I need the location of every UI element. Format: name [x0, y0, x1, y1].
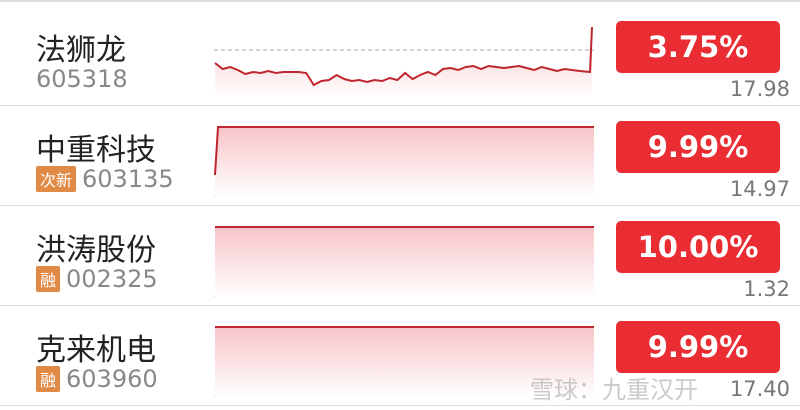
sparkline: [214, 26, 594, 97]
sparkline-area: [215, 27, 592, 97]
sparkline: [214, 226, 594, 297]
watermark: 雪球：九重汉开: [530, 376, 698, 404]
stock-price: 1.32: [743, 277, 790, 301]
stock-code: 002325: [66, 265, 158, 293]
stock-name: 法狮龙: [36, 33, 126, 68]
change-badge[interactable]: 3.75%: [616, 21, 780, 73]
stock-code: 603135: [82, 165, 174, 193]
sparkline-line: [214, 26, 593, 87]
sparkline-line: [214, 126, 594, 176]
sparkline-area: [215, 227, 594, 297]
stock-code: 603960: [66, 365, 158, 393]
change-badge[interactable]: 9.99%: [616, 321, 780, 373]
margin-tag: 融: [36, 266, 61, 292]
change-badge[interactable]: 10.00%: [616, 221, 780, 273]
top-divider: [0, 0, 800, 2]
stock-row[interactable]: 中重科技 次新 603135 9.99% 14.97: [0, 105, 800, 206]
stock-name: 克来机电: [36, 333, 156, 368]
stock-row[interactable]: 克来机电 融 603960 9.99% 17.40: [0, 305, 800, 406]
sparkline-area: [215, 127, 594, 197]
sparkline: [214, 126, 594, 197]
margin-tag: 融: [36, 366, 61, 392]
stock-code: 605318: [36, 65, 128, 93]
sparkline-area: [215, 327, 594, 397]
stock-row[interactable]: 洪涛股份 融 002325 10.00% 1.32: [0, 205, 800, 306]
stock-name: 中重科技: [36, 133, 156, 168]
new-stock-tag: 次新: [36, 166, 77, 192]
stock-price: 17.40: [729, 377, 790, 401]
change-badge[interactable]: 9.99%: [616, 121, 780, 173]
stock-row[interactable]: 法狮龙 605318 3.75% 17.98: [0, 5, 800, 106]
stock-price: 17.98: [729, 77, 790, 101]
sparkline: [214, 326, 594, 397]
stock-name: 洪涛股份: [36, 233, 156, 268]
stock-price: 14.97: [729, 177, 790, 201]
